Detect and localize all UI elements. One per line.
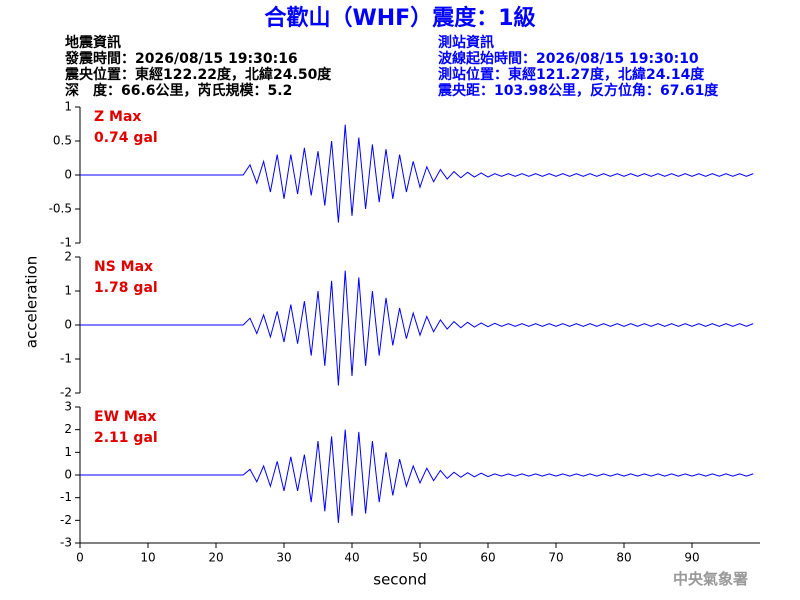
y-tick-label: -2 bbox=[60, 513, 72, 527]
quake-info: 地震資訊 bbox=[65, 34, 121, 51]
station-info: 測站資訊 bbox=[438, 34, 494, 51]
y-tick-label: 0 bbox=[64, 168, 72, 182]
x-tick-label: 90 bbox=[684, 551, 699, 565]
max-label: 2.11 gal bbox=[94, 430, 158, 446]
waveform bbox=[80, 429, 754, 523]
title: 合歡山（WHF）震度：1級 bbox=[264, 5, 535, 31]
station-info: 測站位置：東經121.27度，北緯24.14度 bbox=[438, 66, 705, 83]
x-tick-label: 0 bbox=[76, 551, 84, 565]
component-label: NS Max bbox=[94, 259, 153, 275]
component-label: EW Max bbox=[94, 409, 156, 425]
y-tick-label: 3 bbox=[64, 400, 72, 414]
y-tick-label: 1 bbox=[64, 284, 72, 298]
y-tick-label: -3 bbox=[60, 536, 72, 550]
y-axis-label: acceleration bbox=[23, 256, 41, 348]
x-tick-label: 20 bbox=[208, 551, 223, 565]
component-label: Z Max bbox=[94, 109, 141, 125]
station-info: 震央距：103.98公里，反方位角：67.61度 bbox=[437, 82, 719, 99]
y-tick-label: -1 bbox=[60, 352, 72, 366]
y-tick-label: -0.5 bbox=[49, 202, 72, 216]
y-tick-label: -1 bbox=[60, 490, 72, 504]
x-tick-label: 70 bbox=[548, 551, 563, 565]
station-info: 波線起始時間：2026/08/15 19:30:10 bbox=[438, 50, 699, 67]
x-tick-label: 80 bbox=[616, 551, 631, 565]
x-tick-label: 10 bbox=[140, 551, 155, 565]
x-tick-label: 30 bbox=[276, 551, 291, 565]
y-tick-label: 1 bbox=[64, 100, 72, 114]
x-tick-label: 60 bbox=[480, 551, 495, 565]
waveform bbox=[80, 124, 754, 223]
footer: 中央氣象署 bbox=[673, 570, 748, 588]
y-tick-label: 2 bbox=[64, 250, 72, 264]
y-tick-label: 2 bbox=[64, 422, 72, 436]
quake-info: 深 度：66.6公里，芮氏規模：5.2 bbox=[65, 82, 292, 99]
x-tick-label: 40 bbox=[344, 551, 359, 565]
x-axis-label: second bbox=[373, 571, 427, 589]
y-tick-label: 0 bbox=[64, 318, 72, 332]
y-tick-label: 0 bbox=[64, 468, 72, 482]
max-label: 1.78 gal bbox=[94, 280, 158, 296]
y-tick-label: -1 bbox=[60, 236, 72, 250]
quake-info: 震央位置：東經122.22度，北緯24.50度 bbox=[64, 66, 332, 83]
y-tick-label: -2 bbox=[60, 386, 72, 400]
x-tick-label: 50 bbox=[412, 551, 427, 565]
waveform bbox=[80, 270, 754, 386]
quake-info: 發震時間：2026/08/15 19:30:16 bbox=[64, 50, 298, 67]
y-tick-label: 1 bbox=[64, 445, 72, 459]
y-tick-label: 0.5 bbox=[53, 134, 72, 148]
max-label: 0.74 gal bbox=[94, 130, 158, 146]
